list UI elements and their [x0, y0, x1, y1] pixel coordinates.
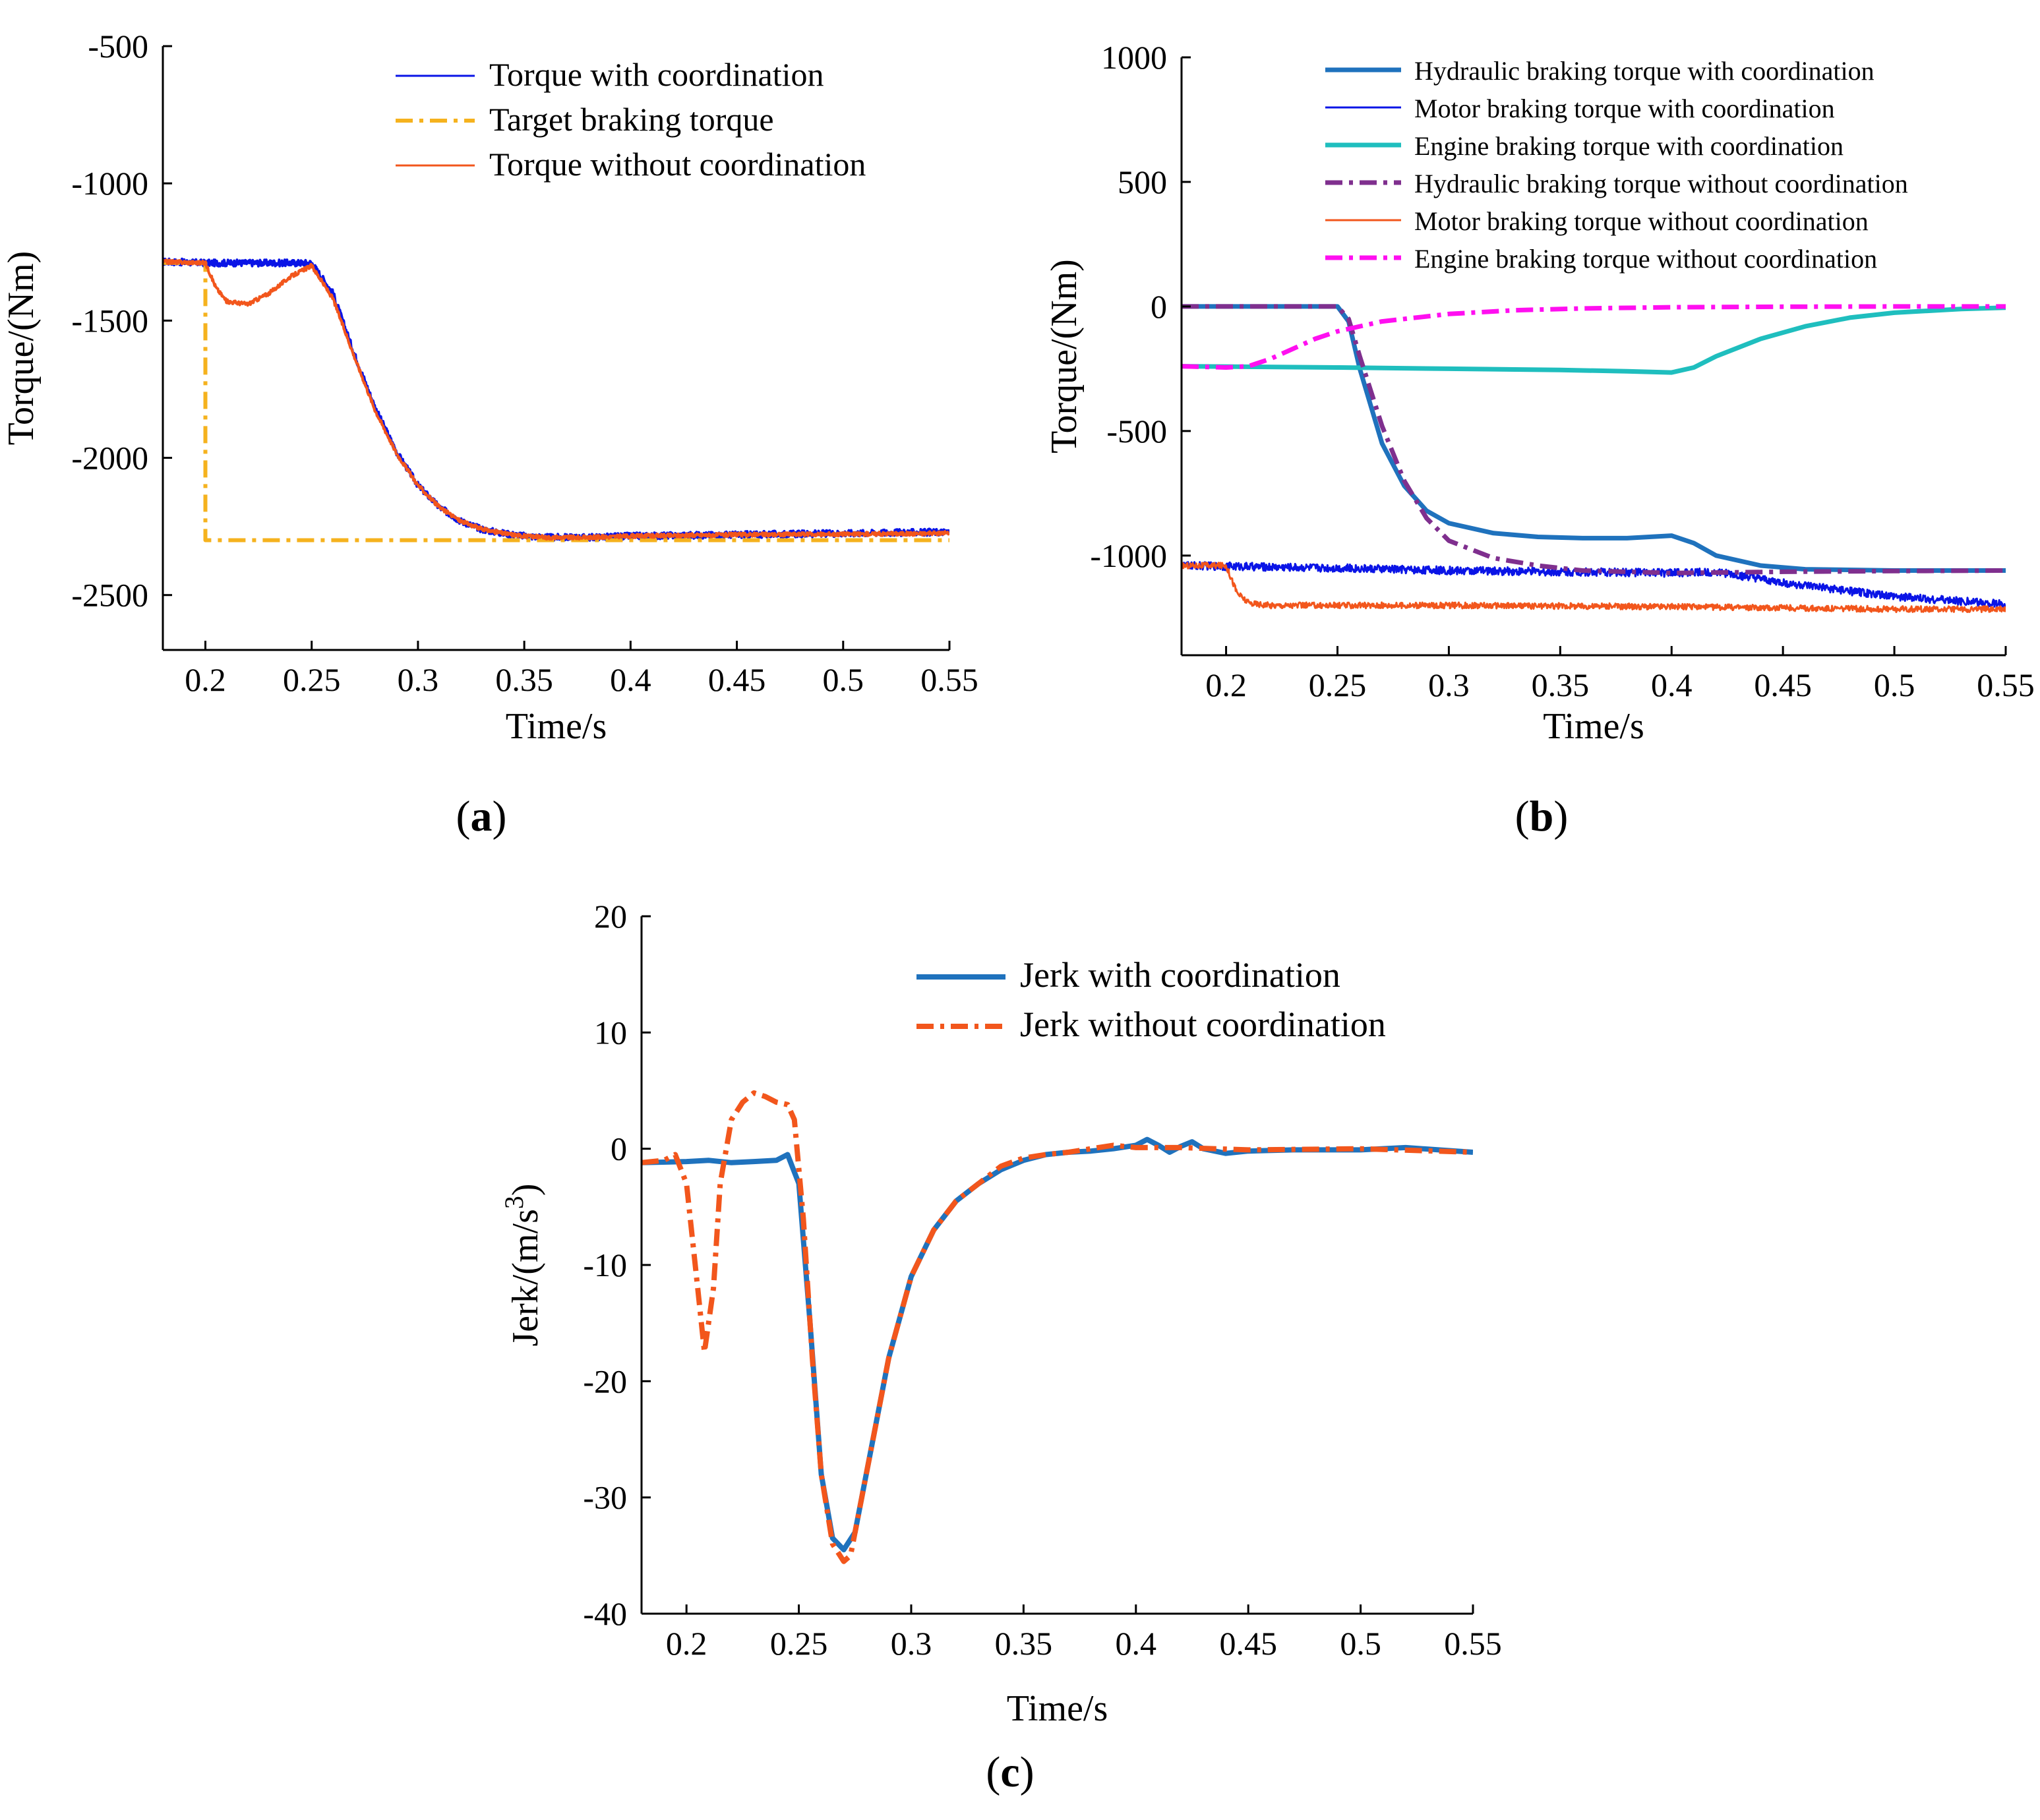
panel-tag-close: ) [1553, 792, 1568, 840]
y-axis-label-text: Torque/(Nm) [1, 251, 42, 446]
y-tick-label: 10 [594, 1014, 627, 1051]
x-tick-label: 0.55 [1977, 666, 2035, 703]
legend-label: Motor braking torque with coordination [1414, 94, 1835, 123]
x-tick-label: 0.45 [1219, 1625, 1277, 1662]
legend-label: Hydraulic braking torque without coordin… [1414, 169, 1908, 198]
x-tick-label: 0.4 [1651, 666, 1693, 703]
y-tick-label: -1000 [71, 165, 148, 202]
x-tick-label: 0.55 [1444, 1625, 1502, 1662]
y-tick-label: -2000 [71, 440, 148, 477]
x-tick-label: 0.45 [708, 661, 766, 698]
x-tick-label: 0.3 [891, 1625, 932, 1662]
x-tick-label: 0.45 [1754, 666, 1812, 703]
plot-area [1182, 304, 2006, 614]
y-tick-label: -30 [583, 1479, 627, 1516]
legend: Torque with coordination Target braking t… [396, 56, 866, 183]
series-line-hydraulic-braking-torque-without-coordination [1182, 304, 2006, 575]
y-axis-label-suffix: ) [505, 1183, 546, 1196]
panel-c-jerk-chart: 0.2 0.25 0.3 0.35 0.4 0.45 0.5 0.55 -40 -30 -20 -10… [499, 898, 1502, 1796]
series-line-hydraulic-braking-torque-with-coordination [1182, 304, 2006, 573]
series-line-motor-braking-torque-with-coordination [1182, 561, 2006, 609]
legend-label: Torque with coordination [489, 56, 824, 93]
series-line-engine-braking-torque-with-coordination [1182, 305, 2006, 375]
y-tick-label: 500 [1118, 163, 1167, 200]
legend: Hydraulic braking torque with coordinati… [1325, 56, 1908, 274]
series-line-jerk-with-coordination [642, 1136, 1473, 1552]
x-tick-label: 0.4 [1116, 1625, 1157, 1662]
panel-tag: (a) [456, 792, 507, 840]
x-tick-label: 0.35 [995, 1625, 1053, 1662]
series-line-torque-without-coordination [163, 258, 949, 541]
x-tick-label: 0.3 [1428, 666, 1470, 703]
legend-label: Engine braking torque without coordinati… [1414, 244, 1877, 274]
y-tick-label: -10 [583, 1247, 627, 1283]
y-tick-label: -1500 [71, 302, 148, 339]
x-tick-label: 0.25 [283, 661, 341, 698]
x-tick-label: 0.5 [1874, 666, 1915, 703]
legend-label: Jerk with coordination [1020, 955, 1340, 995]
x-tick-label: 0.2 [666, 1625, 707, 1662]
y-tick-label: 20 [594, 898, 627, 935]
y-tick-label: -40 [583, 1595, 627, 1632]
panel-tag-close: ) [493, 792, 507, 840]
plot-area [163, 257, 949, 543]
legend-label: Jerk without coordination [1020, 1005, 1386, 1044]
y-tick-label: -2500 [71, 577, 148, 614]
panel-tag-letter: c [1000, 1748, 1019, 1796]
x-tick-label: 0.25 [770, 1625, 828, 1662]
x-tick-label: 0.5 [823, 661, 864, 698]
y-tick-label: -1000 [1090, 537, 1167, 574]
x-tick-label: 0.4 [610, 661, 651, 698]
series-line-engine-braking-torque-without-coordination [1182, 304, 2006, 370]
y-axis-label: Jerk/(m/s3) [499, 1183, 546, 1346]
x-axis-label: Time/s [506, 706, 607, 747]
panel-tag-letter: a [471, 792, 493, 840]
y-tick-label: 1000 [1101, 39, 1167, 76]
panel-tag: (b) [1515, 792, 1569, 840]
y-axis-label-text: Jerk/(m/s [505, 1209, 546, 1346]
legend-label: Motor braking torque without coordinatio… [1414, 206, 1869, 236]
legend-label: Target braking torque [489, 101, 774, 138]
panel-a-torque-chart: 0.2 0.25 0.3 0.35 0.4 0.45 0.5 0.55 -2500 -2000 -1… [1, 28, 978, 840]
x-tick-label: 0.55 [920, 661, 978, 698]
series-line-jerk-without-coordination [642, 1090, 1473, 1564]
panel-tag-open: ( [986, 1748, 1000, 1796]
y-tick-label: 0 [611, 1130, 627, 1167]
x-tick-label: 0.3 [398, 661, 439, 698]
panel-tag-open: ( [1515, 792, 1530, 840]
legend: Jerk with coordination Jerk without coord… [916, 955, 1386, 1044]
y-axis-label-text: Torque/(Nm) [1044, 259, 1085, 454]
panel-b-component-torque-chart: 0.2 0.25 0.3 0.35 0.4 0.45 0.5 0.55 -1000 -500 0 50… [1044, 39, 2035, 840]
legend-label: Engine braking torque with coordination [1414, 131, 1844, 161]
y-axis-label: Torque/(Nm) [1044, 259, 1085, 454]
x-tick-label: 0.25 [1309, 666, 1367, 703]
x-axis-label: Time/s [1007, 1688, 1108, 1729]
x-tick-label: 0.35 [1532, 666, 1590, 703]
x-tick-label: 0.2 [185, 661, 226, 698]
legend-label: Hydraulic braking torque with coordinati… [1414, 56, 1875, 86]
panel-tag-letter: b [1530, 792, 1554, 840]
y-tick-label: -500 [88, 28, 148, 65]
panel-tag: (c) [986, 1748, 1034, 1796]
y-axis-label-superscript: 3 [499, 1196, 529, 1209]
panel-tag-close: ) [1020, 1748, 1035, 1796]
y-tick-label: -500 [1106, 413, 1167, 450]
series-line-motor-braking-torque-without-coordination [1182, 562, 2006, 614]
y-axis-label: Torque/(Nm) [1, 251, 42, 446]
x-tick-label: 0.2 [1205, 666, 1247, 703]
plot-area [642, 1090, 1473, 1564]
y-tick-label: -20 [583, 1363, 627, 1399]
series-line-target-braking-torque [163, 260, 949, 543]
x-tick-label: 0.5 [1340, 1625, 1381, 1662]
x-axis-label: Time/s [1543, 706, 1644, 747]
y-tick-label: 0 [1151, 288, 1167, 325]
panel-tag-open: ( [456, 792, 471, 840]
series-line-torque-with-coordination [163, 257, 949, 543]
legend-label: Torque without coordination [489, 146, 866, 183]
x-tick-label: 0.35 [495, 661, 553, 698]
